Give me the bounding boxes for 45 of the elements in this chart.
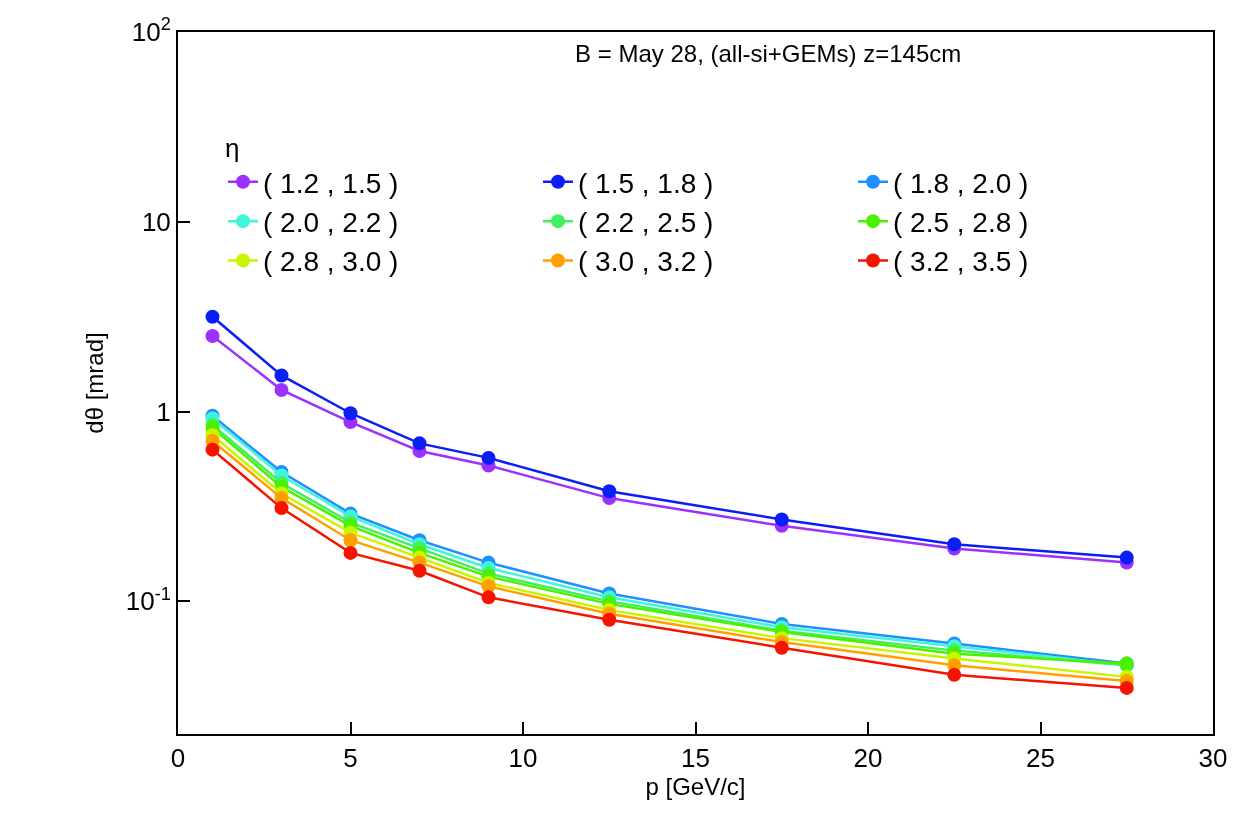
y-axis-title: dθ [mrad] [81, 332, 109, 434]
legend-label: ( 2.2 , 2.5 ) [578, 207, 714, 239]
point [1119, 550, 1134, 565]
point [602, 484, 617, 499]
point [205, 309, 220, 324]
legend-label: ( 1.2 , 1.5 ) [263, 167, 399, 199]
point [205, 442, 220, 457]
y-tick-label: 10$^{2}$ [131, 14, 171, 48]
legend-label: ( 1.5 , 1.8 ) [578, 167, 714, 199]
legend-label: ( 3.2 , 3.5 ) [893, 246, 1029, 278]
legend-label: ( 2.5 , 2.8 ) [893, 207, 1029, 239]
point [412, 436, 427, 451]
x-tick-label: 10 [508, 743, 538, 774]
x-axis-title: p [GeV/c] [645, 773, 746, 801]
x-tick-label: 0 [170, 743, 186, 774]
point [1119, 680, 1134, 695]
x-tick-label: 30 [1198, 743, 1228, 774]
point [774, 512, 789, 527]
y-tick-label: 10 [141, 206, 171, 237]
point [602, 612, 617, 627]
legend-label: ( 2.0 , 2.2 ) [263, 207, 399, 239]
point [274, 501, 289, 516]
point [343, 545, 358, 560]
legend-label: ( 3.0 , 3.2 ) [578, 246, 714, 278]
legend-label: ( 2.8 , 3.0 ) [263, 246, 399, 278]
point [947, 667, 962, 682]
x-tick-label: 25 [1026, 743, 1055, 774]
point [481, 590, 496, 605]
point [412, 563, 427, 578]
point [481, 450, 496, 465]
point [343, 406, 358, 421]
point [205, 329, 220, 344]
legend-label: ( 1.8 , 2.0 ) [893, 167, 1029, 199]
point [274, 382, 289, 397]
x-tick-label: 15 [681, 743, 710, 774]
x-tick-label: 20 [853, 743, 883, 774]
chart-title: B = May 28, (all-si+GEMs) z=145cm [575, 40, 962, 68]
point [343, 533, 358, 548]
point [947, 537, 962, 552]
point [274, 368, 289, 383]
legend-title: η [225, 133, 240, 164]
x-tick-label: 5 [343, 743, 358, 774]
point [774, 640, 789, 655]
y-tick-label: 1 [156, 396, 171, 427]
y-tick-label: 10$^{-1}$ [125, 583, 171, 617]
